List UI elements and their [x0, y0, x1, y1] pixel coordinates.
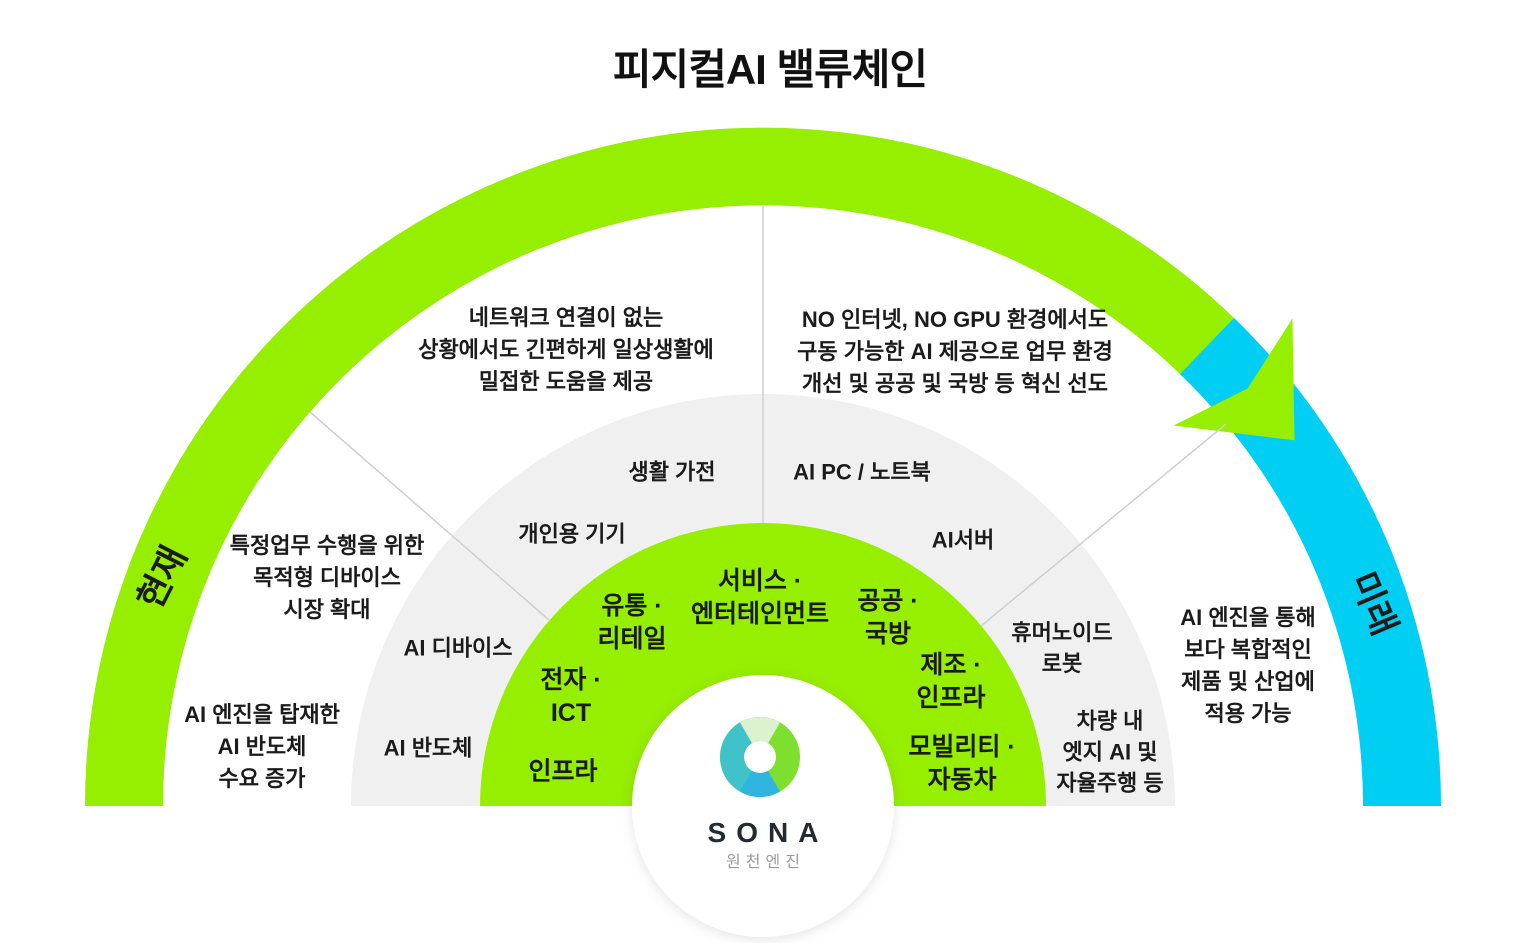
- ring-label-home-appliance: 생활 가전: [628, 459, 716, 485]
- arrow-head-icon: [1173, 318, 1295, 441]
- sona-logo: [720, 717, 800, 797]
- sona-logo-ring-highlight: [740, 717, 780, 744]
- ring-label-vehicle-line2: 엣지 AI 및: [1062, 739, 1158, 765]
- outer-arc-present: [84, 127, 1252, 806]
- ring-label-humanoid: 휴머노이드 로봇: [1011, 617, 1112, 679]
- ring-label-ai-device: AI 디바이스: [403, 635, 513, 661]
- annotation-future-expand-line3: 제품 및 산업에: [1181, 669, 1315, 694]
- annotation-ai-chip: AI 엔진을 탑재한 AI 반도체 수요 증가: [184, 699, 340, 795]
- annotation-ai-chip-line2: AI 반도체: [217, 734, 307, 759]
- sona-logo-ring-blue: [740, 770, 780, 797]
- annotation-no-gpu-line3: 개선 및 공공 및 국방 등 혁신 선도: [802, 371, 1108, 396]
- industry-label-service-line2: 엔터테인먼트: [690, 600, 830, 628]
- industry-dome: [480, 523, 1046, 806]
- annotation-network-line2: 상황에서도 긴편하게 일상생활에: [418, 337, 714, 362]
- ring-label-humanoid-line1: 휴머노이드: [1011, 620, 1113, 645]
- annotation-no-gpu-line1: NO 인터넷, NO GPU 환경에서도: [801, 307, 1109, 332]
- ring-label-vehicle-line3: 자율주행 등: [1056, 770, 1164, 796]
- annotation-ai-chip-line3: 수요 증가: [218, 766, 306, 791]
- industry-label-electronics-line2: ICT: [550, 699, 592, 727]
- ring-label-humanoid-line2: 로봇: [1041, 651, 1083, 676]
- annotation-ai-chip-line1: AI 엔진을 탑재한: [184, 702, 340, 727]
- industry-label-service-line1: 서비스 ·: [717, 567, 803, 595]
- annotation-purpose-device-line2: 목적형 디바이스: [253, 565, 401, 590]
- industry-label-electronics: 전자 · ICT: [540, 664, 601, 730]
- ring-label-ai-semiconductor: AI 반도체: [383, 735, 473, 761]
- industry-label-retail-line1: 유통 ·: [601, 592, 663, 620]
- annotation-purpose-device: 특정업무 수행을 위한 목적형 디바이스 시장 확대: [230, 530, 424, 626]
- industry-label-public: 공공 · 국방: [857, 585, 918, 651]
- annotation-future-expand: AI 엔진을 통해 보다 복합적인 제품 및 산업에 적용 가능: [1180, 602, 1315, 730]
- annotation-no-gpu: NO 인터넷, NO GPU 환경에서도 구동 가능한 AI 제공으로 업무 환…: [797, 304, 1113, 400]
- ring-label-ai-server: AI서버: [931, 527, 995, 553]
- annotation-network-line1: 네트워크 연결이 없는: [468, 305, 664, 330]
- industry-label-public-line1: 공공 ·: [857, 587, 919, 615]
- industry-label-manufacturing-line1: 제조 ·: [920, 651, 982, 679]
- core-brand-name: SONA: [707, 817, 829, 848]
- industry-label-mobility-line1: 모빌리티 ·: [908, 733, 1016, 761]
- industry-label-infra: 인프라: [528, 757, 598, 786]
- industry-label-manufacturing: 제조 · 인프라: [916, 649, 985, 715]
- divider-left: [309, 411, 550, 621]
- page-title: 피지컬AI 밸류체인: [612, 46, 928, 93]
- divider-right: [980, 423, 1227, 627]
- industry-label-mobility-line2: 자동차: [927, 766, 997, 794]
- core-brand-subtitle: 원천엔진: [726, 854, 805, 871]
- annotation-network: 네트워크 연결이 없는 상황에서도 긴편하게 일상생활에 밀접한 도움을 제공: [418, 302, 714, 398]
- annotation-purpose-device-line1: 특정업무 수행을 위한: [229, 533, 425, 558]
- outer-arc-future: [1180, 318, 1441, 806]
- industry-label-retail: 유통 · 리테일: [597, 590, 666, 656]
- ring-label-vehicle-line1: 차량 내: [1076, 708, 1144, 734]
- industry-label-service: 서비스 · 엔터테인먼트: [691, 565, 829, 631]
- annotation-purpose-device-line3: 시장 확대: [283, 597, 371, 622]
- annotation-no-gpu-line2: 구동 가능한 AI 제공으로 업무 환경: [797, 339, 1113, 364]
- industry-label-manufacturing-line2: 인프라: [916, 684, 986, 712]
- industry-label-retail-line2: 리테일: [597, 625, 667, 653]
- annotation-network-line3: 밀접한 도움을 제공: [478, 369, 654, 394]
- industry-label-electronics-line1: 전자 ·: [540, 666, 602, 694]
- industry-label-public-line2: 국방: [864, 620, 911, 648]
- annotation-future-expand-line2: 보다 복합적인: [1184, 637, 1312, 662]
- industry-label-mobility: 모빌리티 · 자동차: [908, 731, 1015, 797]
- annotation-future-expand-line4: 적용 가능: [1204, 701, 1292, 726]
- ring-label-ai-pc: AI PC / 노트북: [793, 459, 931, 485]
- ring-label-vehicle: 차량 내 엣지 AI 및 자율주행 등: [1056, 706, 1163, 799]
- annotation-future-expand-line1: AI 엔진을 통해: [1180, 605, 1316, 630]
- core-circle: [632, 675, 894, 937]
- ring-label-personal-device: 개인용 기기: [518, 521, 626, 547]
